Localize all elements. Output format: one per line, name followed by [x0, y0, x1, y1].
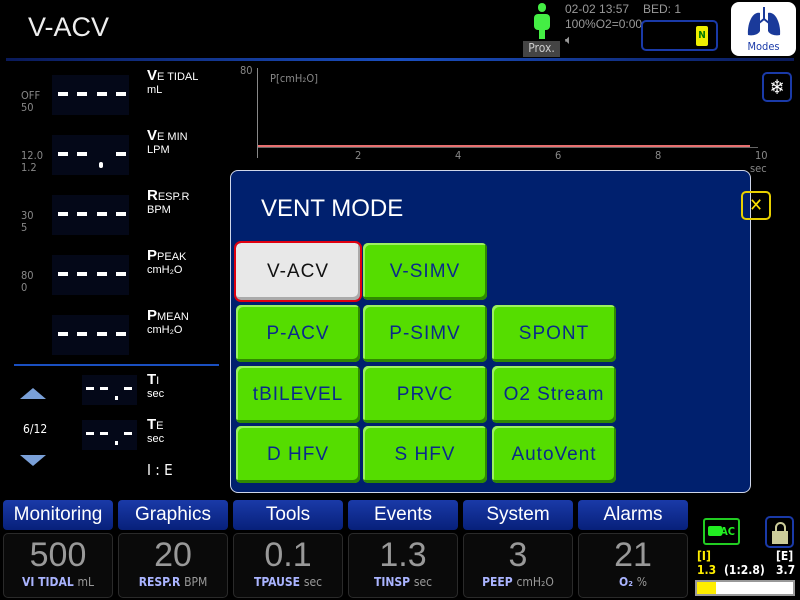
ie-label: I : E — [147, 461, 173, 479]
unlock-icon — [772, 531, 788, 544]
ti-value — [82, 375, 137, 405]
param-value — [52, 135, 129, 175]
scroll-down-button[interactable] — [20, 455, 46, 466]
mode-button-d-hfv[interactable]: D HFV — [236, 426, 360, 483]
te-value — [82, 420, 137, 450]
setting-1[interactable]: 20 RESP.R BPM — [118, 533, 228, 598]
scroll-up-button[interactable] — [20, 388, 46, 399]
graph-x-axis — [258, 147, 758, 148]
speaker-icon[interactable]: 🔈︎ — [565, 33, 573, 48]
o2-timer: 100%O2=0:00 — [565, 17, 643, 31]
mode-button-spont[interactable]: SPONT — [492, 305, 616, 362]
bed-number: BED: 1 — [643, 2, 682, 16]
x-tick-label: 8 — [655, 149, 662, 162]
gas-status-box[interactable]: N — [641, 20, 718, 51]
param-label: PMEAN cmH₂O — [147, 307, 189, 336]
setting-2[interactable]: 0.1 TPAUSE sec — [233, 533, 343, 598]
pressure-trace — [258, 145, 750, 147]
param-limits[interactable]: 12.0 1.2 — [21, 149, 44, 174]
mode-button-p-simv[interactable]: P-SIMV — [363, 305, 487, 362]
param-limits[interactable]: 30 5 — [21, 209, 34, 234]
dialog-title: VENT MODE — [261, 195, 404, 222]
plug-icon — [708, 526, 722, 536]
tab-monitoring[interactable]: Monitoring — [3, 500, 113, 530]
ti-label: TI sec — [147, 371, 165, 400]
x-unit-label: sec — [750, 162, 767, 175]
power-ac-indicator: AC — [703, 518, 740, 545]
mode-button-prvc[interactable]: PRVC — [363, 366, 487, 423]
ie-ratio-bar — [695, 580, 795, 596]
setting-0[interactable]: 500 VI TIDAL mL — [3, 533, 113, 598]
graph-y-max: 80 — [240, 64, 253, 77]
mode-button-v-acv[interactable]: V-ACV — [234, 241, 362, 302]
x-tick-label: 4 — [455, 149, 462, 162]
i-time-value: 1.3 — [697, 563, 717, 577]
x-tick-label: 10 — [755, 149, 768, 162]
freeze-button[interactable]: ❄ — [762, 72, 792, 102]
param-limits[interactable]: 80 0 — [21, 269, 34, 294]
param-value — [52, 315, 129, 355]
param-label: VE TIDAL mL — [147, 67, 199, 96]
mode-button-s-hfv[interactable]: S HFV — [363, 426, 487, 483]
tab-tools[interactable]: Tools — [233, 500, 343, 530]
prox-sensor-label: Prox. — [523, 41, 560, 57]
tab-events[interactable]: Events — [348, 500, 458, 530]
x-tick-label: 6 — [555, 149, 562, 162]
tab-alarms[interactable]: Alarms — [578, 500, 688, 530]
param-limits[interactable]: OFF 50 — [21, 89, 41, 114]
mode-button-v-simv[interactable]: V-SIMV — [363, 243, 487, 300]
modes-label: Modes — [747, 40, 780, 53]
page-indicator: 6/12 — [23, 422, 48, 436]
mode-button-o2-stream[interactable]: O2 Stream — [492, 366, 616, 423]
ie-ratio-value: (1:2.8) — [724, 563, 765, 577]
mode-button-autovent[interactable]: AutoVent — [492, 426, 616, 483]
close-button[interactable]: ✕ — [741, 191, 771, 220]
i-label: [I] — [697, 549, 711, 563]
param-value — [52, 75, 129, 115]
modes-button[interactable]: Modes — [731, 2, 796, 56]
lungs-icon — [747, 7, 780, 36]
patient-icon — [533, 3, 551, 41]
param-label: PPEAK cmH₂O — [147, 247, 187, 276]
screen-lock-button[interactable] — [765, 516, 794, 548]
param-value — [52, 255, 129, 295]
gas-cylinder-icon: N — [696, 26, 708, 46]
left-divider — [14, 364, 219, 366]
header-divider — [6, 58, 794, 61]
current-mode-title: V-ACV — [28, 12, 110, 42]
param-label: RESP.R BPM — [147, 187, 190, 216]
setting-4[interactable]: 3 PEEP cmH₂O — [463, 533, 573, 598]
graph-y-axis — [257, 68, 258, 158]
tab-system[interactable]: System — [463, 500, 573, 530]
mode-button-p-acv[interactable]: P-ACV — [236, 305, 360, 362]
close-icon: ✕ — [749, 195, 763, 216]
datetime: 02-02 13:57 — [565, 2, 630, 16]
setting-3[interactable]: 1.3 TINSP sec — [348, 533, 458, 598]
param-value — [52, 195, 129, 235]
mode-button-tbilevel[interactable]: tBILEVEL — [236, 366, 360, 423]
e-label: [E] — [776, 549, 794, 563]
param-label: VE MIN LPM — [147, 127, 188, 156]
setting-5[interactable]: 21 O₂ % — [578, 533, 688, 598]
x-tick-label: 2 — [355, 149, 362, 162]
graph-y-label: P[cmH₂O] — [270, 72, 318, 85]
vent-mode-dialog: VENT MODE ✕ V-ACV V-SIMV P-ACV P-SIMV SPONT t… — [230, 170, 771, 493]
tab-graphics[interactable]: Graphics — [118, 500, 228, 530]
e-time-value: 3.7 — [776, 563, 796, 577]
te-label: TE sec — [147, 416, 165, 445]
